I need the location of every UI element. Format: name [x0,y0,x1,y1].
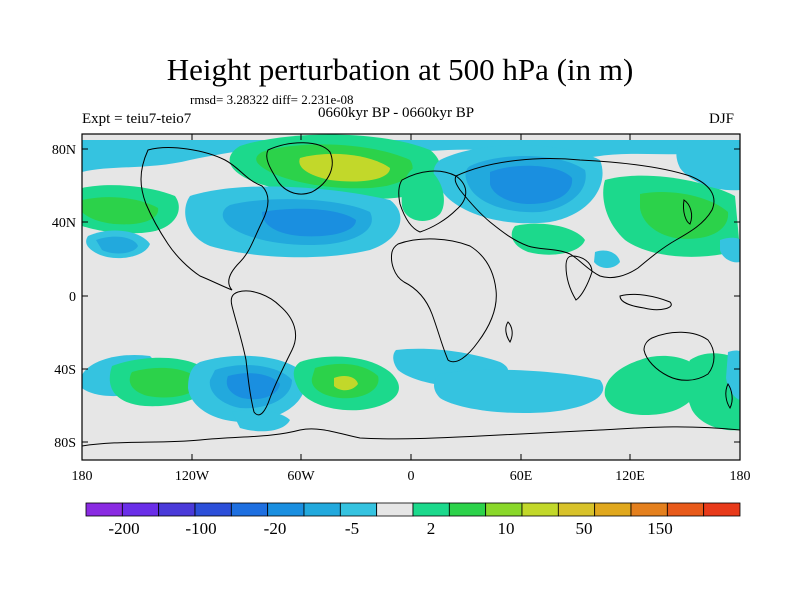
field-antarctic-cyan [82,440,740,460]
field-w-pacific-cyan [720,237,740,263]
colorbar-box [267,502,305,517]
plot-title: Height perturbation at 500 hPa (in m) [166,52,634,87]
field-atlantic-blue2 [262,208,356,237]
colorbar-label: 150 [647,519,673,538]
colorbar-box [85,502,123,517]
field-e-pacific-cyan [676,140,740,191]
lat-label: 80S [54,436,76,451]
lat-labels: 80N 40N 0 40S 80S [52,143,76,451]
axis-ticks [81,134,741,460]
lat-label: 80N [52,143,76,158]
lon-label: 60E [510,469,533,484]
colorbar-box [703,502,741,517]
coast-japan [683,199,693,225]
colorbar-box [521,502,559,517]
coast-asia [454,158,715,279]
colorbar-box [557,502,596,517]
field-asia-green2 [640,192,729,239]
field-greenland-yellow [299,153,390,182]
lon-label: 60W [287,469,315,484]
colorbar-box [448,502,487,517]
field-s-atlantic-yellow [334,376,358,391]
coast-indonesia [619,293,672,311]
colorbar [85,502,741,517]
lon-label: 120W [175,469,210,484]
lat-label: 40S [54,363,76,378]
period-label: 0660kyr BP - 0660kyr BP [318,105,475,121]
lon-label: 180 [72,469,93,484]
field-pacific-blue [96,236,138,254]
coast-africa [391,238,497,363]
rmsd-stats: rmsd= 3.28322 diff= 2.231e-08 [190,92,354,107]
coast-india [565,255,593,301]
colorbar-box [594,502,632,517]
colorbar-box [376,502,414,517]
coast-south-america [230,290,296,416]
coast-australia [643,331,715,381]
lat-label: 0 [69,290,76,305]
field-eurasia-green [401,165,444,221]
colorbar-label: -100 [185,519,216,538]
lon-label: 0 [408,469,415,484]
lat-label: 40N [52,216,76,231]
colorbar-label: 50 [576,519,593,538]
colorbar-box [303,502,341,517]
field-pacific-green2 [82,197,159,225]
field-siberia-blue2 [490,165,573,204]
field-s-pacific-green2 [129,367,200,398]
coast-madagascar [505,321,513,343]
season-label: DJF [709,111,735,127]
coast-new-zealand [725,383,733,409]
coast-greenland [266,142,333,195]
coast-antarctica [82,426,740,447]
colorbar-label: 10 [498,519,515,538]
colorbar-label: -5 [345,519,359,538]
field-s-indian-cyan [434,369,604,414]
lon-labels: 180 120W 60W 0 60E 120E 180 [72,469,751,484]
field-s-pacific-blue2 [226,373,280,400]
field-indian-cyan [594,250,620,268]
experiment-label: Expt = teiu7-teio7 [82,111,192,127]
colorbar-box [339,502,378,517]
coast-europe [398,170,467,233]
colorbar-box [412,502,450,517]
lon-label: 180 [730,469,751,484]
colorbar-box [158,502,196,517]
coast-north-america [140,147,269,291]
field-australia-green [604,355,701,416]
colorbar-labels: -200 -100 -20 -5 2 10 50 150 [108,519,672,538]
lon-label: 120E [615,469,645,484]
colorbar-box [630,502,668,517]
colorbar-label: -20 [264,519,287,538]
colorbar-box [194,502,232,517]
colorbar-box [666,502,705,517]
colorbar-box [230,502,269,517]
field-s-ocean-cyan2 [232,410,290,432]
coastlines [82,142,740,447]
colorbar-label: 2 [427,519,436,538]
colorbar-box [121,502,160,517]
colorbar-label: -200 [108,519,139,538]
colorbar-box [485,502,523,517]
